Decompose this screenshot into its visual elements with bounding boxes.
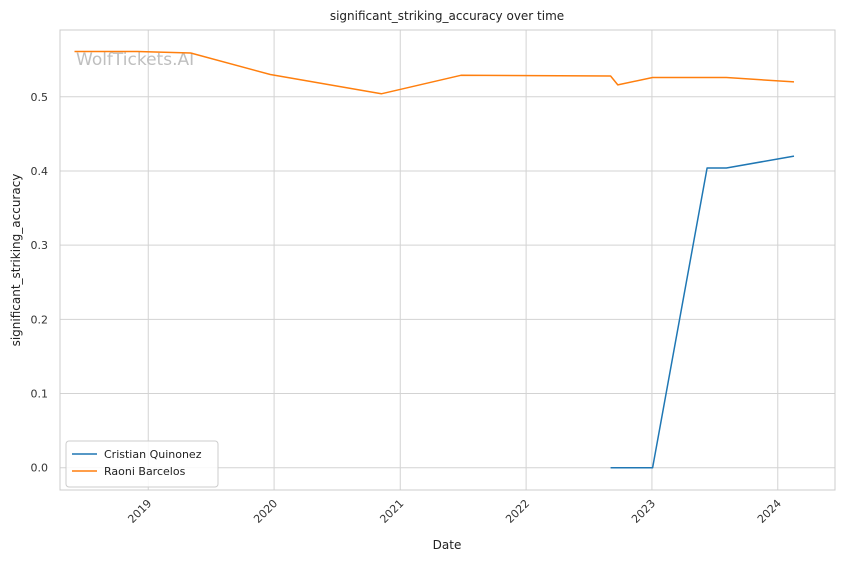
- series-line-cristian-quinonez: [610, 155, 795, 469]
- legend: Cristian Quinonez Raoni Barcelos: [65, 440, 219, 488]
- y-tick-label: 0.5: [31, 91, 49, 104]
- y-tick-label: 0.1: [31, 388, 49, 401]
- x-axis-label: Date: [433, 538, 462, 552]
- watermark: WolfTickets.AI: [76, 50, 194, 70]
- series-line-raoni-barcelos: [74, 50, 795, 95]
- y-tick-label: 0.3: [31, 239, 49, 252]
- y-tick-label: 0.0: [31, 462, 49, 475]
- y-axis-ticks: 0.0 0.1 0.2 0.3 0.4 0.5: [31, 91, 49, 475]
- legend-label-cristian-quinonez: Cristian Quinonez: [104, 448, 202, 461]
- chart-title: significant_striking_accuracy over time: [330, 9, 564, 23]
- plot-area-frame: [59, 29, 836, 491]
- y-tick-label: 0.4: [31, 165, 49, 178]
- legend-label-raoni-barcelos: Raoni Barcelos: [104, 465, 186, 478]
- y-tick-label: 0.2: [31, 313, 49, 326]
- y-axis-label: significant_striking_accuracy: [9, 174, 23, 347]
- series-layer: [74, 50, 795, 469]
- legend-box: [65, 440, 219, 488]
